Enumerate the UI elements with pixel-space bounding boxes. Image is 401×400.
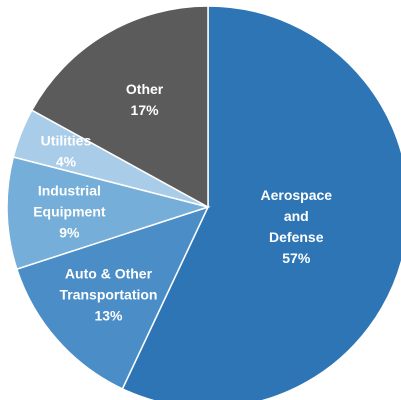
slices-layer [6,5,401,400]
slice-value-label: 13% [94,308,123,324]
slice-category-label: and [284,208,309,224]
slice-category-label: Aerospace [260,187,332,203]
slice-category-label: Industrial [38,182,101,198]
slice-value-label: 9% [59,224,80,240]
slice-category-label: Equipment [33,203,106,219]
labels-layer: Aerospace and Defense 57% Auto & Other Transp… [33,81,332,323]
slice-label-utilities: Utilities 4% [41,132,92,169]
slice-category-label: Defense [269,229,324,245]
slice-value-label: 57% [282,250,311,266]
pie-slice-aerospace-and-defense [121,5,401,400]
slice-category-label: Auto & Other [65,266,153,282]
slice-label-industrial-equipment: Industrial Equipment 9% [33,182,106,240]
pie-slice-other [30,5,209,209]
slice-category-label: Transportation [59,287,157,303]
pie-slice-industrial-equipment [6,156,211,271]
slice-label-other: Other 17% [126,81,164,118]
slice-label-aerospace-and-defense: Aerospace and Defense 57% [260,187,332,266]
slice-label-auto-and-other-transportation: Auto & Other Transportation 13% [59,266,157,324]
pie-slice-auto-and-other-transportation [15,205,210,390]
slice-value-label: 17% [131,102,160,118]
slice-category-label: Utilities [41,132,92,148]
slice-value-label: 4% [56,153,77,169]
slice-category-label: Other [126,81,164,97]
